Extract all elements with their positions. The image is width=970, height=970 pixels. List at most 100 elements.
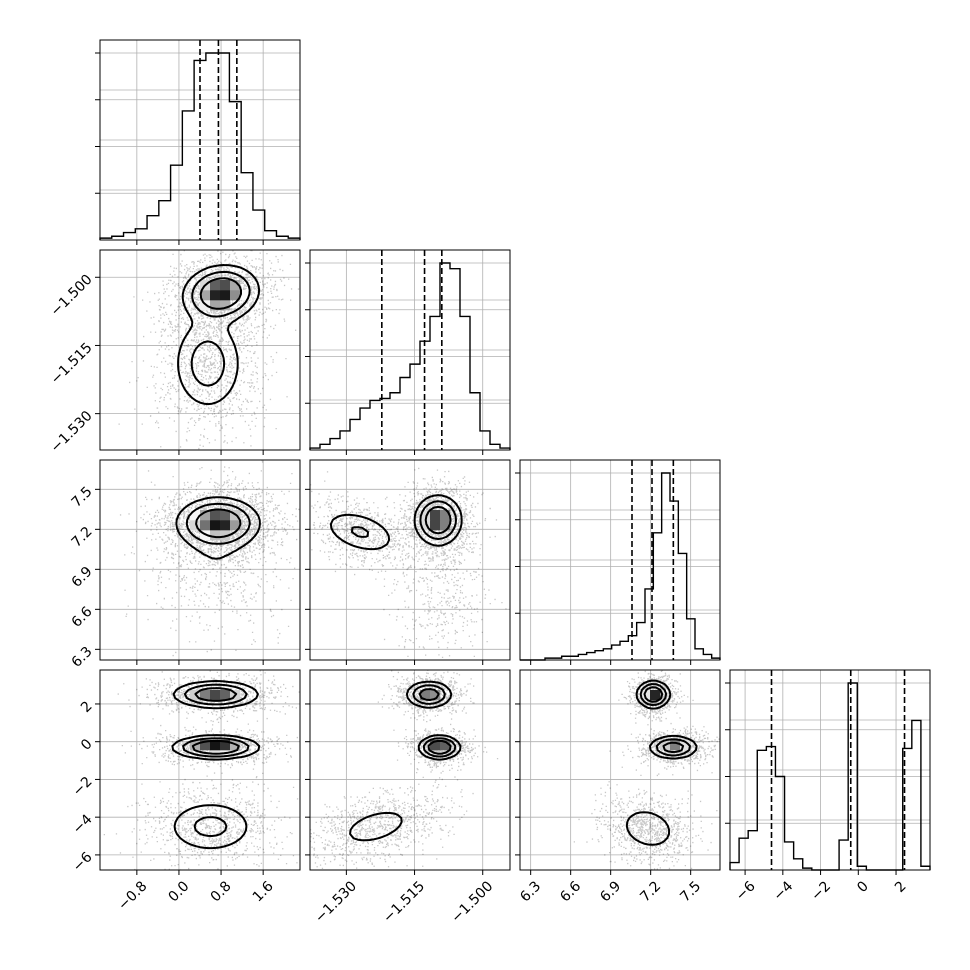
density-cell (200, 510, 211, 521)
y-tick-label-1-2: −1.500 (48, 272, 96, 320)
pair-panel-3-0 (95, 669, 301, 875)
x-tick-label-3-3: 0 (854, 878, 872, 896)
contour-level-0 (171, 680, 261, 850)
density-cell (210, 520, 221, 531)
x-tick-label-2-4: 7.5 (677, 878, 704, 905)
pair-frame (519, 669, 721, 871)
y-tick-label-2-3: 7.2 (69, 524, 96, 551)
contour-level-0 (175, 496, 261, 560)
x-tick-label-3-4: 2 (892, 878, 910, 896)
density-cell (220, 520, 231, 531)
y-tick-label-2-0: 6.3 (69, 644, 96, 671)
y-tick-label-3-2: −2 (70, 774, 96, 800)
density-cell (230, 520, 241, 531)
pair-panel-2-1 (305, 459, 511, 665)
pair-panel-1-0 (95, 249, 301, 455)
density-cell (230, 290, 241, 301)
density-cell (210, 530, 221, 541)
x-tick-label-3-0: −6 (733, 878, 759, 904)
x-tick-label-3-2: −2 (808, 878, 834, 904)
pair-data-3-2 (573, 670, 720, 870)
pair-frame (99, 459, 301, 661)
pair-frame (99, 669, 301, 871)
density-cell (210, 690, 221, 701)
x-tick-label-1-1: −1.515 (380, 878, 428, 926)
density-cell (210, 750, 221, 761)
pair-panel-3-2 (515, 669, 721, 875)
contour-level-0 (177, 264, 261, 406)
density-cell (220, 740, 231, 751)
contour-level-1 (185, 502, 251, 545)
density-cell (210, 290, 221, 301)
density-cell (220, 290, 231, 301)
x-tick-label-0-1: 0.0 (166, 878, 193, 905)
pair-frame (309, 459, 511, 661)
hist-frame-0 (99, 39, 301, 241)
hist-panel-0 (95, 39, 301, 245)
density-cell (420, 510, 431, 521)
pair-data-3-0 (103, 670, 300, 870)
density-cell (680, 740, 691, 751)
y-tick-label-3-1: −4 (70, 811, 96, 837)
x-tick-label-0-3: 1.6 (250, 878, 277, 905)
density-cell (430, 520, 441, 531)
hist-frame-3 (729, 669, 931, 871)
density-cell (210, 510, 221, 521)
density-cell (220, 300, 231, 311)
contour-level-2 (643, 686, 685, 753)
density-cell (230, 280, 241, 291)
x-tick-label-1-0: −1.530 (312, 878, 360, 926)
density-cell (430, 510, 441, 521)
y-tick-label-1-0: −1.530 (48, 408, 96, 456)
pair-frame (309, 669, 511, 871)
y-tick-label-2-1: 6.6 (69, 604, 96, 631)
contour-level-1 (351, 500, 457, 540)
pair-frame (99, 249, 301, 451)
scatter-points (119, 460, 300, 657)
x-tick-label-2-1: 6.6 (557, 878, 584, 905)
y-tick-label-1-1: −1.515 (48, 340, 96, 388)
contour-level-0 (329, 494, 463, 551)
pair-data-2-0 (119, 460, 300, 657)
density-cell (210, 300, 221, 311)
density-cell (430, 690, 441, 701)
contour-level-1 (639, 683, 691, 757)
density-cell (440, 520, 451, 531)
contour-level-2 (199, 277, 242, 310)
scatter-points (310, 467, 507, 658)
pair-panel-2-0 (95, 459, 301, 665)
density-cell (220, 530, 231, 541)
y-tick-label-2-4: 7.5 (69, 484, 96, 511)
contour-level-1 (190, 270, 251, 387)
x-tick-label-0-2: 0.8 (208, 878, 235, 905)
contour-level-0 (625, 679, 698, 846)
hist-step-2 (520, 472, 721, 661)
density-cell (440, 510, 451, 521)
density-cell (210, 740, 221, 751)
x-tick-label-1-2: −1.500 (448, 878, 496, 926)
x-tick-label-3-1: −4 (771, 878, 797, 904)
contour-level-2 (424, 505, 452, 535)
pair-panel-3-1 (305, 669, 511, 875)
pair-data-2-1 (310, 467, 507, 658)
density-cell (200, 740, 211, 751)
density-cell (420, 520, 431, 531)
density-cell (220, 750, 231, 761)
density-cell (190, 510, 201, 521)
x-tick-label-2-2: 6.9 (597, 878, 624, 905)
y-tick-label-3-3: 0 (78, 736, 96, 754)
density-cell (190, 520, 201, 531)
density-cell (200, 520, 211, 531)
density-cell (650, 690, 661, 701)
contour-level-2 (195, 508, 242, 539)
hist-panel-2 (515, 459, 721, 665)
x-tick-label-2-3: 7.2 (637, 878, 664, 905)
density-cell (200, 690, 211, 701)
scatter-points (573, 670, 720, 870)
y-tick-label-3-4: 2 (78, 698, 96, 716)
hist-frame-2 (519, 459, 721, 661)
y-tick-label-3-0: −6 (70, 849, 96, 875)
contour-level-1 (412, 684, 457, 758)
density-cell (430, 740, 441, 751)
